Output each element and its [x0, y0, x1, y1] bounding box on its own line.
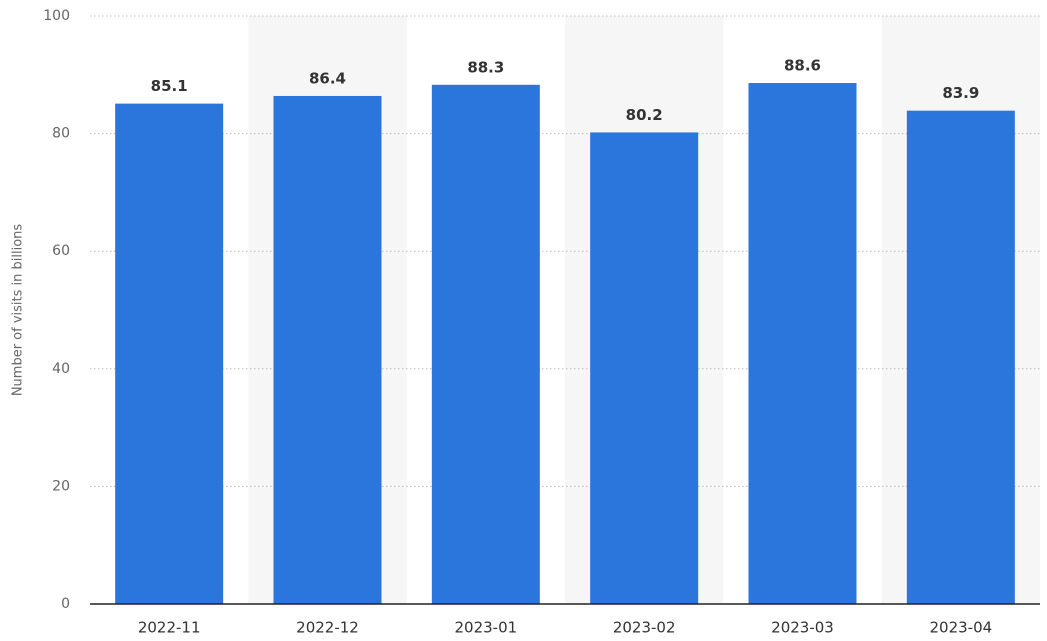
bar	[115, 103, 224, 604]
bar	[431, 84, 540, 604]
y-tick-label: 60	[52, 243, 70, 259]
y-tick-label: 40	[52, 361, 70, 377]
value-label: 80.2	[626, 106, 663, 124]
bar	[273, 95, 382, 604]
y-tick-label: 100	[43, 8, 70, 24]
value-label: 86.4	[309, 69, 346, 87]
bar	[590, 132, 699, 604]
value-label: 83.9	[942, 84, 979, 102]
value-label: 88.6	[784, 57, 821, 75]
x-tick-label: 2022-12	[296, 619, 359, 637]
x-tick-label: 2023-02	[613, 619, 676, 637]
y-tick-label: 80	[52, 126, 70, 142]
y-tick-label: 0	[61, 596, 70, 612]
x-tick-label: 2023-04	[929, 619, 992, 637]
x-tick-label: 2022-11	[138, 619, 201, 637]
bar	[906, 110, 1015, 604]
bar	[748, 83, 857, 605]
value-label: 88.3	[467, 58, 504, 76]
y-tick-label: 20	[52, 478, 70, 494]
x-tick-label: 2023-01	[454, 619, 517, 637]
value-label: 85.1	[151, 77, 188, 95]
x-tick-label: 2023-03	[771, 619, 834, 637]
y-axis-title: Number of visits in billions	[11, 224, 26, 397]
